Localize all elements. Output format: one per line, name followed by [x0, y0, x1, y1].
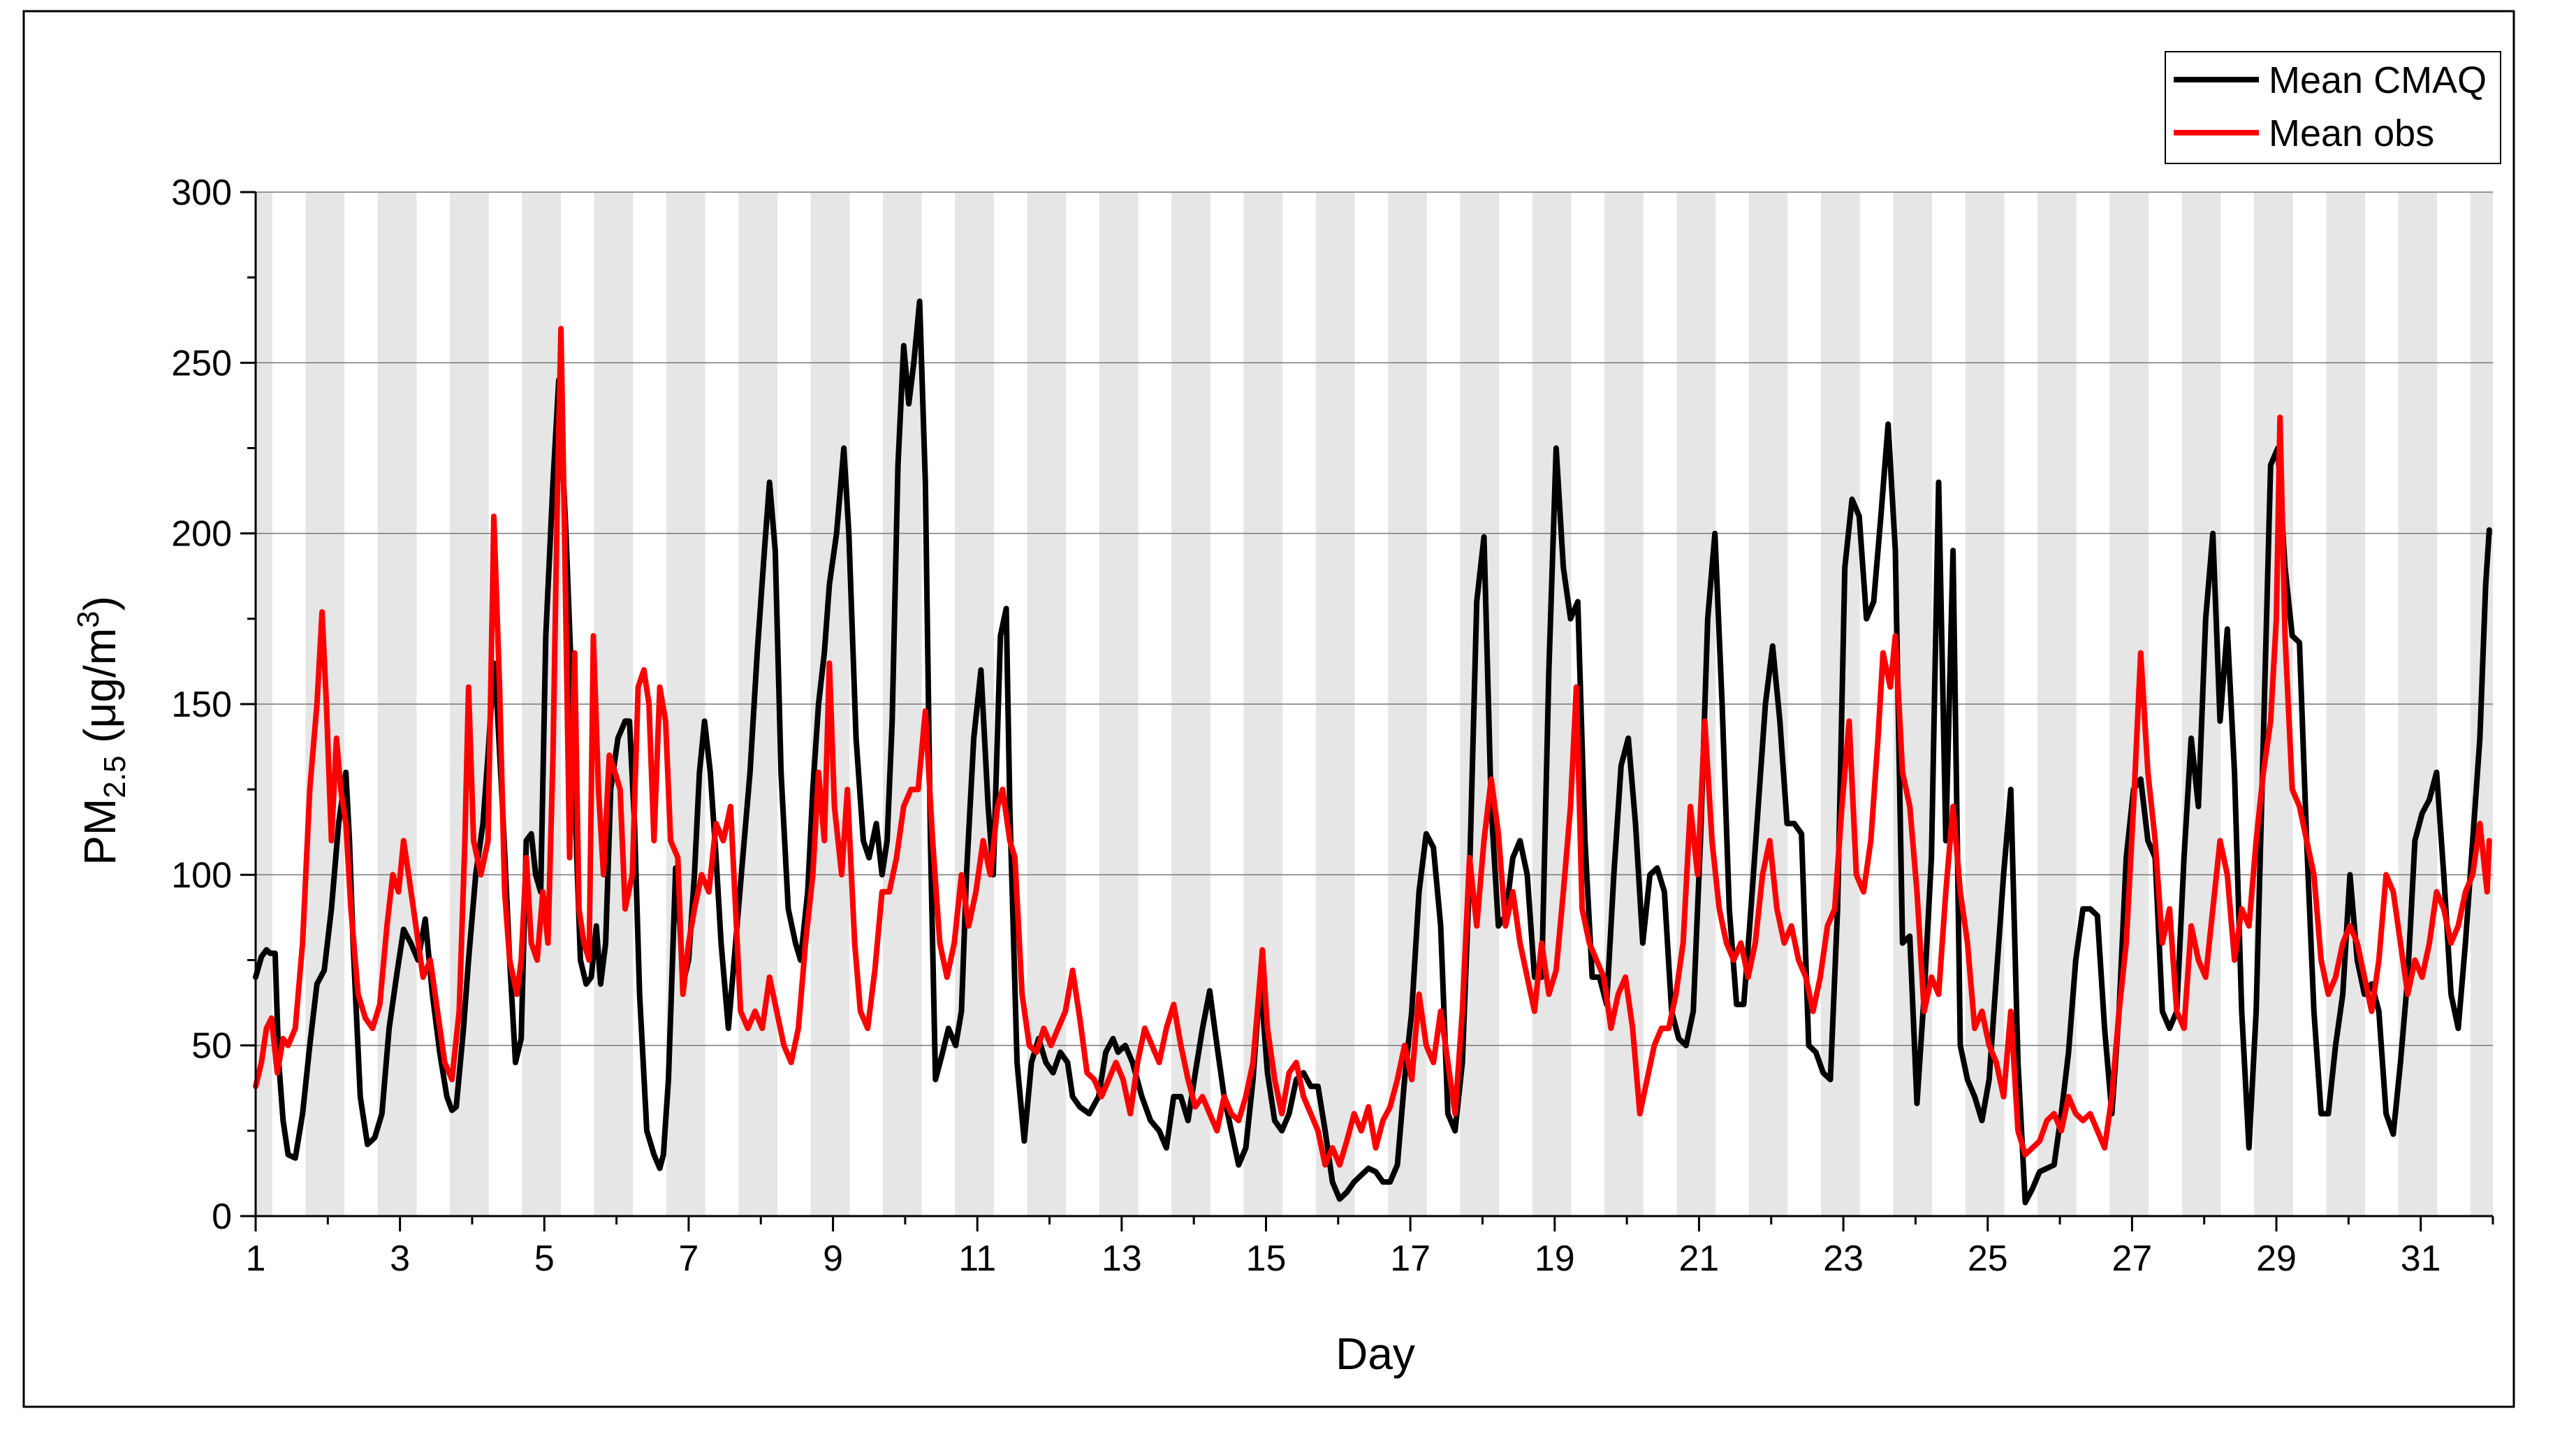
- y-axis-title-subscript: 2.5: [98, 756, 132, 798]
- y-axis-title-unit: (μg/m: [75, 628, 125, 756]
- y-tick-label: 250: [171, 343, 232, 383]
- x-tick-label: 7: [678, 1238, 698, 1279]
- x-tick-label: 5: [534, 1238, 555, 1279]
- x-tick-label: 19: [1535, 1238, 1575, 1279]
- x-tick-label: 29: [2256, 1238, 2297, 1279]
- data-series: [253, 298, 2492, 1206]
- y-tick-label: 50: [191, 1026, 232, 1067]
- y-axis-title: PM2.5 (μg/m3): [71, 596, 132, 865]
- legend-label-mean-cmaq: Mean CMAQ: [2269, 59, 2487, 101]
- x-tick-label: 1: [246, 1238, 266, 1279]
- legend-label-mean-obs: Mean obs: [2269, 112, 2434, 154]
- x-axis-title: Day: [1335, 1329, 1415, 1379]
- x-tick-label: 21: [1679, 1238, 1720, 1279]
- series-line-0: [253, 298, 2492, 1206]
- x-tick-label: 27: [2112, 1238, 2152, 1279]
- legend-box: [2165, 51, 2501, 164]
- axes: [240, 191, 2494, 1231]
- y-axis-title-unit-close: ): [75, 596, 125, 610]
- x-tick-label: 13: [1102, 1238, 1142, 1279]
- x-tick-label: 11: [958, 1238, 996, 1279]
- x-tick-label: 31: [2401, 1238, 2441, 1279]
- y-axis-title-superscript: 3: [71, 611, 105, 628]
- x-tick-label: 15: [1246, 1238, 1287, 1279]
- gridlines: [256, 191, 2493, 1046]
- y-tick-label: 150: [171, 685, 232, 725]
- x-tick-label: 23: [1823, 1238, 1864, 1279]
- y-tick-label: 0: [212, 1197, 232, 1237]
- y-tick-label: 200: [171, 514, 232, 555]
- x-tick-label: 3: [390, 1238, 410, 1279]
- series-line-1: [253, 326, 2492, 1168]
- legend: Mean CMAQ Mean obs: [2165, 51, 2501, 164]
- y-axis-title-main: PM: [75, 798, 125, 865]
- x-tick-label: 17: [1390, 1238, 1430, 1279]
- x-tick-label: 9: [823, 1238, 843, 1279]
- y-tick-label: 300: [171, 173, 232, 213]
- x-tick-label: 25: [1968, 1238, 2008, 1279]
- y-tick-label: 100: [171, 855, 232, 895]
